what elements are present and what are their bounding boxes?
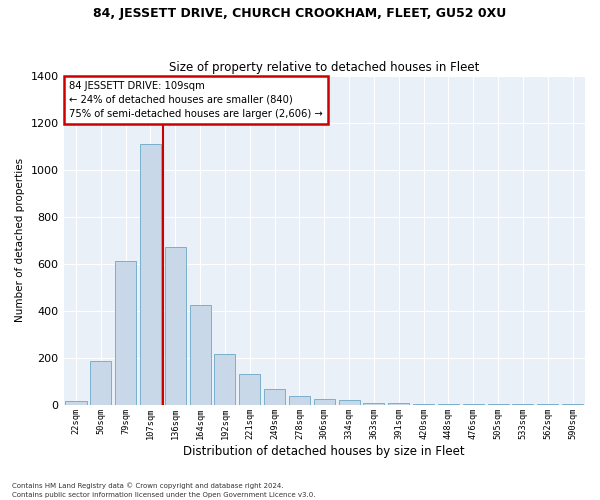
Text: 84, JESSETT DRIVE, CHURCH CROOKHAM, FLEET, GU52 0XU: 84, JESSETT DRIVE, CHURCH CROOKHAM, FLEE… — [94, 8, 506, 20]
Bar — [214, 354, 235, 405]
Bar — [90, 361, 112, 405]
Bar — [338, 400, 359, 404]
Bar — [364, 403, 385, 404]
X-axis label: Distribution of detached houses by size in Fleet: Distribution of detached houses by size … — [184, 444, 465, 458]
Bar — [190, 305, 211, 404]
Bar — [314, 399, 335, 404]
Bar — [65, 401, 86, 404]
Text: Contains HM Land Registry data © Crown copyright and database right 2024.
Contai: Contains HM Land Registry data © Crown c… — [12, 482, 316, 498]
Title: Size of property relative to detached houses in Fleet: Size of property relative to detached ho… — [169, 60, 479, 74]
Y-axis label: Number of detached properties: Number of detached properties — [15, 158, 25, 322]
Bar — [264, 390, 285, 404]
Text: 84 JESSETT DRIVE: 109sqm
← 24% of detached houses are smaller (840)
75% of semi-: 84 JESSETT DRIVE: 109sqm ← 24% of detach… — [69, 81, 323, 119]
Bar — [165, 248, 186, 404]
Bar — [239, 374, 260, 404]
Bar — [115, 262, 136, 404]
Bar — [140, 144, 161, 405]
Bar — [289, 396, 310, 404]
